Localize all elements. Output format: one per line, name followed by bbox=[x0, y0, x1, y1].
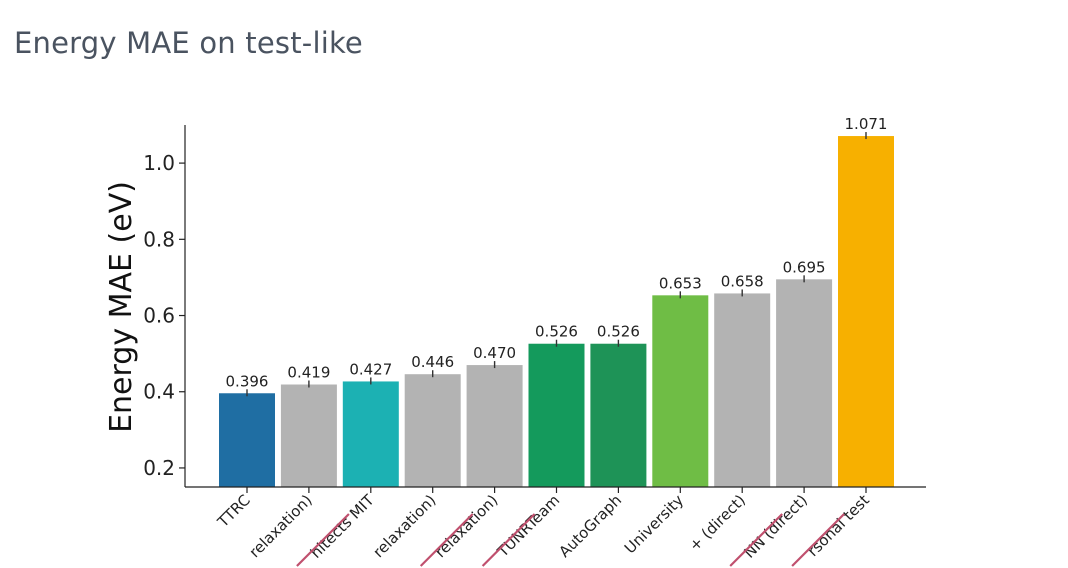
strike-mark bbox=[791, 513, 845, 567]
bar bbox=[466, 365, 523, 487]
x-tick-label: TUNRTeam bbox=[493, 491, 563, 561]
x-tick-label: hitects MIT bbox=[307, 491, 378, 562]
bars bbox=[219, 132, 894, 487]
value-label: 0.658 bbox=[721, 272, 764, 290]
strike-mark bbox=[729, 513, 783, 567]
x-tick-label: + (direct) bbox=[685, 491, 749, 555]
y-axis: 0.2 0.4 0.6 0.8 1.0 bbox=[143, 125, 186, 487]
value-labels: 0.396 0.419 0.427 0.446 0.470 0.526 0.526 0.653… bbox=[226, 115, 888, 390]
value-label: 0.526 bbox=[597, 323, 640, 341]
bar bbox=[652, 295, 709, 487]
y-tick-label: 0.8 bbox=[143, 227, 175, 251]
strike-mark bbox=[419, 513, 474, 567]
y-tick-label: 0.6 bbox=[143, 304, 175, 328]
strike-mark bbox=[296, 513, 350, 567]
x-tick-label: University bbox=[621, 491, 687, 557]
x-tick-label: relaxation) bbox=[369, 491, 439, 561]
bar bbox=[219, 393, 275, 487]
x-tick-label: TTRC bbox=[213, 491, 253, 531]
y-tick-label: 0.4 bbox=[143, 380, 175, 404]
value-label: 0.653 bbox=[659, 274, 702, 292]
strike-marks bbox=[296, 513, 845, 567]
x-tick-label: relaxation) bbox=[431, 491, 501, 561]
bar bbox=[404, 374, 461, 487]
value-label: 0.446 bbox=[411, 353, 454, 371]
bar bbox=[776, 279, 833, 487]
x-tick-label: NN (direct) bbox=[740, 491, 811, 562]
slide-title: Energy MAE on test-like bbox=[14, 26, 363, 60]
bar bbox=[528, 343, 585, 487]
strike-mark bbox=[481, 513, 536, 567]
bar bbox=[342, 381, 399, 487]
value-label: 0.427 bbox=[349, 360, 392, 378]
value-label: 0.526 bbox=[535, 323, 578, 341]
value-label: 1.071 bbox=[845, 115, 888, 133]
x-tick-label: AutoGraph bbox=[555, 491, 625, 561]
bar bbox=[590, 343, 647, 487]
x-tick-label: rsonal test bbox=[804, 491, 873, 560]
value-label: 0.695 bbox=[783, 258, 826, 276]
bar bbox=[714, 293, 771, 487]
y-tick-label: 1.0 bbox=[143, 151, 175, 175]
x-tick-label: relaxation) bbox=[246, 491, 316, 561]
value-label: 0.396 bbox=[226, 372, 269, 390]
bar bbox=[838, 136, 894, 487]
y-axis-label: Energy MAE (eV) bbox=[104, 181, 139, 433]
y-tick-label: 0.2 bbox=[143, 456, 175, 480]
value-label: 0.470 bbox=[473, 344, 516, 362]
bar bbox=[280, 384, 337, 487]
value-label: 0.419 bbox=[287, 363, 330, 381]
